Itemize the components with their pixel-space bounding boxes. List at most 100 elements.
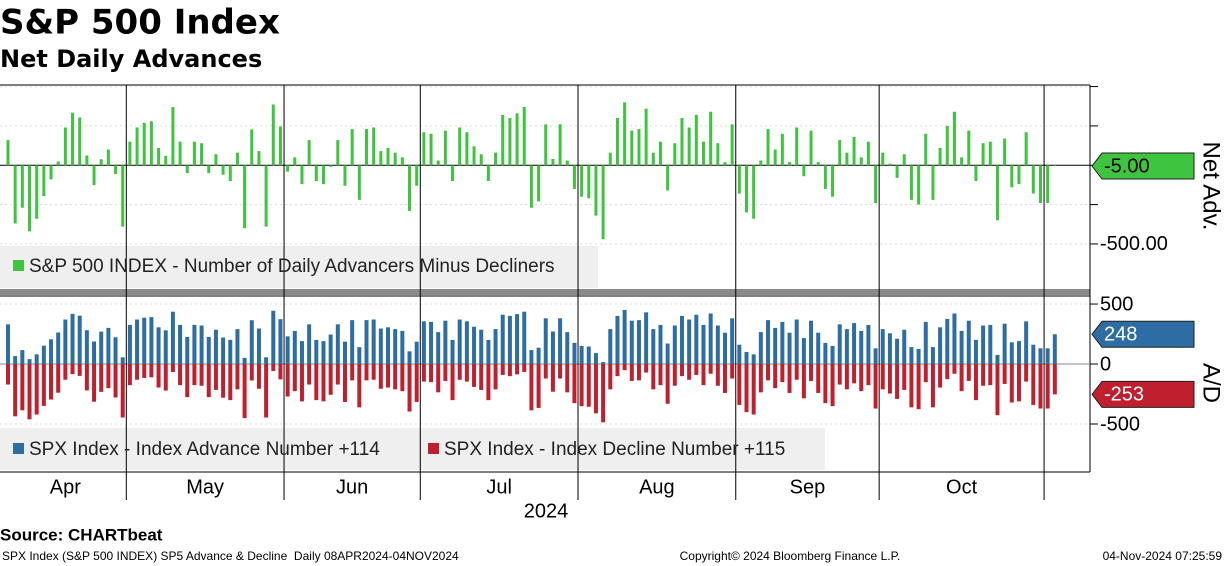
bar <box>938 147 942 166</box>
bar <box>479 154 483 166</box>
bar <box>221 364 226 398</box>
bar <box>952 111 956 166</box>
bar <box>429 321 434 365</box>
bar <box>629 320 634 365</box>
bar <box>759 160 763 166</box>
y-axis-title: A/D <box>1198 363 1224 403</box>
bar <box>895 338 900 365</box>
bar <box>629 364 634 381</box>
bar <box>27 364 32 420</box>
bar <box>887 364 892 394</box>
bar <box>35 165 39 219</box>
bar <box>221 165 225 175</box>
bar <box>70 364 75 375</box>
bar <box>967 130 971 166</box>
bar <box>586 364 591 407</box>
bar <box>142 364 147 378</box>
bar <box>723 162 727 166</box>
bar <box>737 165 741 194</box>
bar <box>293 157 297 166</box>
bar <box>931 165 935 200</box>
bar <box>6 364 10 385</box>
bar <box>408 165 412 211</box>
bar <box>41 345 46 365</box>
bar <box>766 320 771 365</box>
bar <box>249 320 254 365</box>
bar <box>708 364 713 374</box>
bar <box>77 364 82 376</box>
bar <box>801 338 806 365</box>
bar <box>264 357 269 365</box>
bar <box>708 313 713 365</box>
bar <box>92 341 97 365</box>
bar <box>149 317 154 365</box>
bar <box>149 121 153 166</box>
bar <box>372 127 376 166</box>
bar <box>658 364 663 386</box>
legend-swatch <box>428 443 439 454</box>
bar <box>580 165 584 197</box>
bar <box>371 364 376 380</box>
bar <box>966 364 971 381</box>
bar <box>106 364 111 389</box>
legend-box <box>0 246 598 288</box>
bar <box>393 329 398 365</box>
bar <box>543 364 548 379</box>
bar <box>357 165 361 200</box>
bar <box>20 350 25 365</box>
bar <box>71 112 75 166</box>
bar <box>292 330 297 365</box>
bar <box>99 364 104 392</box>
bar <box>329 165 333 167</box>
bar <box>20 165 24 208</box>
bar <box>973 364 978 401</box>
bar <box>1024 321 1029 365</box>
bar <box>780 133 784 166</box>
bar <box>601 165 605 240</box>
bar <box>1009 364 1014 403</box>
bar <box>837 324 842 365</box>
bar <box>250 129 254 166</box>
bar <box>321 341 326 365</box>
bar <box>6 324 10 365</box>
bar <box>6 140 10 166</box>
bar <box>773 149 777 166</box>
bar <box>587 165 591 199</box>
bar <box>106 327 111 365</box>
x-tick-label: Jun <box>336 476 368 498</box>
bar <box>845 152 849 166</box>
bar <box>1052 364 1057 395</box>
bar <box>651 152 655 166</box>
bar <box>874 165 878 204</box>
bar <box>766 364 771 381</box>
last-value-label: -5.00 <box>1104 155 1150 177</box>
bar <box>465 132 469 166</box>
bar <box>981 143 985 166</box>
bar <box>422 132 426 166</box>
bar <box>773 364 778 389</box>
bar <box>443 320 448 365</box>
bar <box>464 364 469 382</box>
bar <box>464 321 469 365</box>
last-value-tag <box>1091 320 1195 348</box>
bar <box>286 165 290 172</box>
bar <box>92 364 97 402</box>
bar <box>84 364 89 391</box>
bar <box>536 347 541 365</box>
bar <box>780 321 785 365</box>
bar <box>386 327 391 365</box>
bar <box>601 364 606 423</box>
bar <box>63 319 68 365</box>
bar <box>565 364 570 393</box>
bar <box>529 364 534 411</box>
bar <box>1031 364 1036 405</box>
bar <box>1009 342 1014 365</box>
bar <box>156 327 161 365</box>
bar <box>479 329 484 365</box>
bar <box>551 158 555 166</box>
bar <box>200 143 204 166</box>
bar <box>378 328 383 365</box>
bar <box>744 364 749 413</box>
bar <box>930 364 935 408</box>
